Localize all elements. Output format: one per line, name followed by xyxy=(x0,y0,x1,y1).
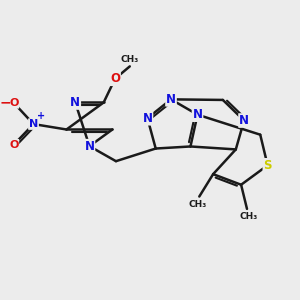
Text: N: N xyxy=(166,93,176,106)
Text: CH₃: CH₃ xyxy=(189,200,207,209)
Text: N: N xyxy=(70,96,80,109)
Text: CH₃: CH₃ xyxy=(239,212,258,221)
Text: O: O xyxy=(9,140,19,150)
Text: N: N xyxy=(29,119,38,129)
Text: +: + xyxy=(37,111,45,121)
Text: CH₃: CH₃ xyxy=(121,55,139,64)
Text: N: N xyxy=(142,112,152,125)
Text: N: N xyxy=(193,108,202,121)
Text: O: O xyxy=(110,72,120,85)
Text: N: N xyxy=(85,140,94,153)
Text: N: N xyxy=(239,114,249,127)
Text: −: − xyxy=(0,95,11,109)
Text: O: O xyxy=(9,98,19,108)
Text: S: S xyxy=(263,159,272,172)
